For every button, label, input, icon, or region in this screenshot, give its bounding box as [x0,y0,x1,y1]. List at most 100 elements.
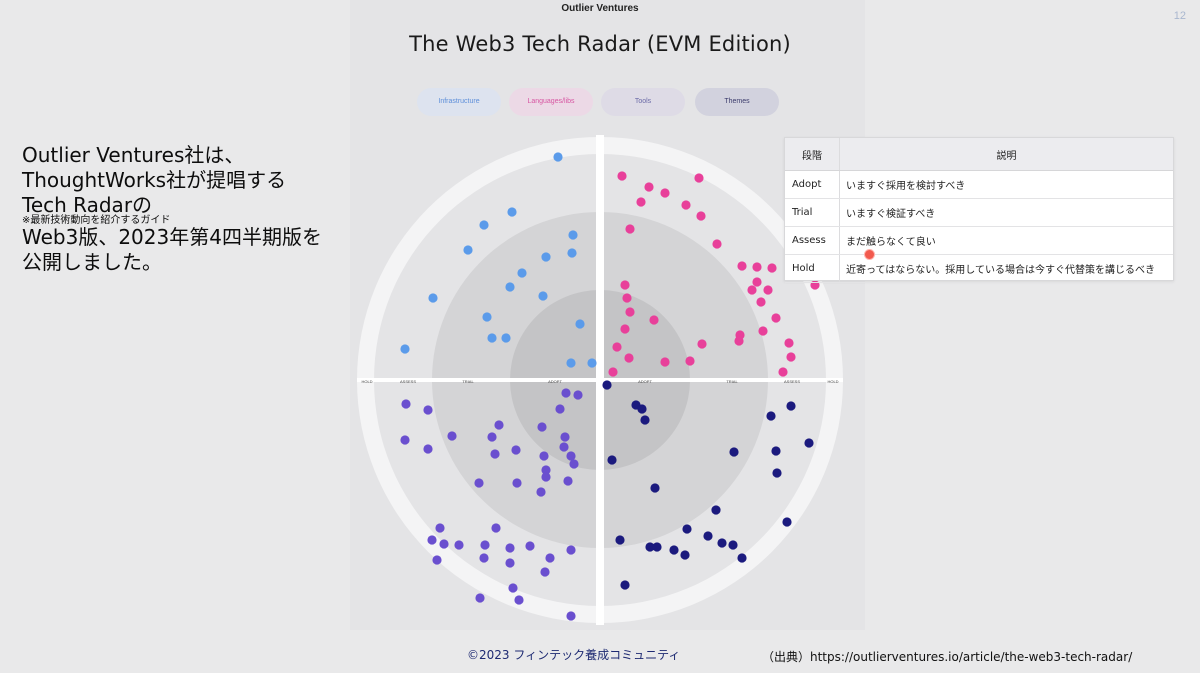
radar-blip-languages[interactable] [660,357,670,367]
radar-blip-tools[interactable] [439,539,449,549]
radar-blip-languages[interactable] [758,326,768,336]
footer-source-link[interactable]: （出典）https://outlierventures.io/article/t… [762,650,1133,664]
radar-blip-languages[interactable] [644,182,654,192]
radar-blip-tools[interactable] [400,435,410,445]
radar-blip-themes[interactable] [602,380,612,390]
radar-blip-tools[interactable] [525,541,535,551]
radar-blip-tools[interactable] [512,478,522,488]
tab-themes[interactable]: Themes [695,88,779,116]
radar-blip-infrastructure[interactable] [487,333,497,343]
radar-blip-tools[interactable] [474,478,484,488]
radar-blip-themes[interactable] [771,446,781,456]
radar-blip-infrastructure[interactable] [505,282,515,292]
radar-blip-themes[interactable] [737,553,747,563]
radar-blip-infrastructure[interactable] [568,230,578,240]
radar-blip-themes[interactable] [804,438,814,448]
radar-blip-languages[interactable] [620,324,630,334]
radar-blip-languages[interactable] [752,262,762,272]
radar-blip-tools[interactable] [454,540,464,550]
radar-blip-languages[interactable] [620,280,630,290]
radar-blip-languages[interactable] [752,277,762,287]
radar-blip-languages[interactable] [737,261,747,271]
radar-blip-languages[interactable] [625,224,635,234]
radar-blip-tools[interactable] [560,432,570,442]
radar-blip-themes[interactable] [607,455,617,465]
radar-blip-tools[interactable] [475,593,485,603]
radar-blip-tools[interactable] [545,553,555,563]
radar-blip-tools[interactable] [539,451,549,461]
radar-blip-languages[interactable] [784,338,794,348]
radar-blip-themes[interactable] [729,447,739,457]
radar-blip-languages[interactable] [622,293,632,303]
radar-blip-tools[interactable] [432,555,442,565]
radar-blip-languages[interactable] [786,352,796,362]
radar-blip-tools[interactable] [505,543,515,553]
radar-blip-languages[interactable] [810,280,820,290]
radar-blip-languages[interactable] [771,313,781,323]
radar-blip-languages[interactable] [660,188,670,198]
tab-languages[interactable]: Languages/libs [509,88,593,116]
radar-blip-themes[interactable] [782,517,792,527]
radar-blip-themes[interactable] [637,404,647,414]
radar-blip-themes[interactable] [640,415,650,425]
radar-blip-languages[interactable] [617,171,627,181]
radar-blip-infrastructure[interactable] [428,293,438,303]
radar-blip-languages[interactable] [608,367,618,377]
radar-blip-tools[interactable] [491,523,501,533]
tab-tools[interactable]: Tools [601,88,685,116]
radar-blip-infrastructure[interactable] [501,333,511,343]
radar-blip-tools[interactable] [566,611,576,621]
radar-blip-tools[interactable] [566,451,576,461]
radar-blip-themes[interactable] [728,540,738,550]
radar-blip-infrastructure[interactable] [538,291,548,301]
radar-blip-tools[interactable] [563,476,573,486]
radar-blip-tools[interactable] [559,442,569,452]
radar-blip-tools[interactable] [423,405,433,415]
radar-blip-tools[interactable] [508,583,518,593]
radar-blip-themes[interactable] [766,411,776,421]
radar-blip-infrastructure[interactable] [507,207,517,217]
radar-blip-themes[interactable] [620,580,630,590]
radar-blip-infrastructure[interactable] [541,252,551,262]
radar-blip-tools[interactable] [537,422,547,432]
radar-blip-languages[interactable] [625,307,635,317]
radar-blip-languages[interactable] [756,297,766,307]
radar-blip-infrastructure[interactable] [482,312,492,322]
radar-blip-infrastructure[interactable] [463,245,473,255]
radar-blip-tools[interactable] [490,449,500,459]
radar-blip-tools[interactable] [427,535,437,545]
radar-blip-infrastructure[interactable] [587,358,597,368]
radar-blip-tools[interactable] [540,567,550,577]
radar-blip-tools[interactable] [447,431,457,441]
radar-blip-themes[interactable] [645,542,655,552]
radar-blip-languages[interactable] [712,239,722,249]
radar-blip-languages[interactable] [778,367,788,377]
radar-blip-tools[interactable] [401,399,411,409]
radar-blip-themes[interactable] [717,538,727,548]
radar-blip-tools[interactable] [487,432,497,442]
radar-blip-tools[interactable] [541,472,551,482]
radar-blip-themes[interactable] [652,542,662,552]
radar-blip-tools[interactable] [536,487,546,497]
radar-blip-themes[interactable] [786,401,796,411]
radar-blip-themes[interactable] [615,535,625,545]
radar-blip-languages[interactable] [696,211,706,221]
radar-blip-tools[interactable] [423,444,433,454]
radar-blip-tools[interactable] [555,404,565,414]
radar-blip-languages[interactable] [697,339,707,349]
radar-blip-infrastructure[interactable] [517,268,527,278]
radar-blip-tools[interactable] [494,420,504,430]
radar-blip-themes[interactable] [711,505,721,515]
radar-blip-languages[interactable] [735,330,745,340]
radar-blip-tools[interactable] [511,445,521,455]
radar-blip-infrastructure[interactable] [567,248,577,258]
radar-blip-languages[interactable] [636,197,646,207]
radar-blip-infrastructure[interactable] [553,152,563,162]
radar-blip-languages[interactable] [624,353,634,363]
radar-blip-tools[interactable] [573,390,583,400]
radar-blip-infrastructure[interactable] [566,358,576,368]
radar-blip-themes[interactable] [682,524,692,534]
radar-blip-languages[interactable] [612,342,622,352]
radar-blip-tools[interactable] [561,388,571,398]
radar-blip-themes[interactable] [650,483,660,493]
